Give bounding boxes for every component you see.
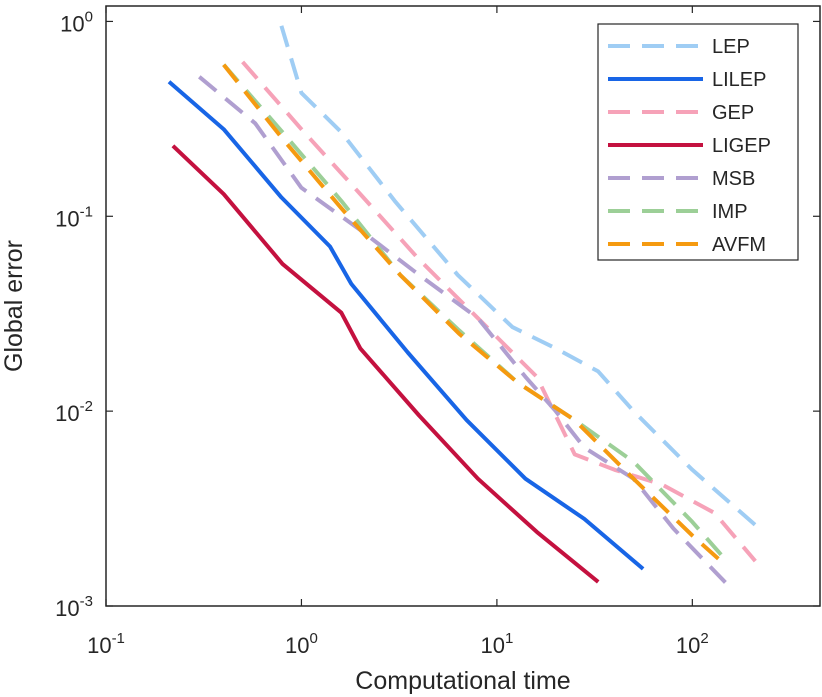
legend: LEP LILEP GEP LIGEP MSB IMP AVFM	[597, 23, 799, 261]
y-tick-exponent: -3	[80, 593, 93, 610]
legend-label-lep: LEP	[712, 36, 750, 58]
y-tick-exponent: 0	[85, 8, 93, 25]
legend-label-ligep: LIGEP	[712, 135, 771, 157]
x-axis: 10-1 100 101 102	[87, 6, 709, 658]
x-tick-label: 10-1	[87, 630, 125, 658]
plot-frame	[105, 5, 821, 607]
y-tick-base: 10	[60, 11, 84, 36]
y-tick-label: 100	[60, 8, 93, 36]
x-tick-exponent: 2	[700, 630, 708, 647]
y-axis-label: Global error	[0, 240, 28, 372]
x-tick-base: 10	[87, 633, 111, 658]
x-tick-base: 10	[676, 633, 700, 658]
series-line-ligep	[171, 144, 600, 584]
y-tick-base: 10	[55, 206, 79, 231]
x-axis-label: Computational time	[355, 667, 570, 695]
x-tick-exponent: 1	[505, 630, 513, 647]
x-tick-base: 10	[285, 633, 309, 658]
series-line-avfm	[222, 63, 729, 568]
y-tick-base: 10	[55, 596, 79, 621]
series-layer	[167, 25, 761, 586]
series-line-lep	[279, 25, 761, 531]
x-tick-label: 100	[285, 630, 318, 658]
y-tick-base: 10	[55, 401, 79, 426]
x-tick-exponent: -1	[112, 630, 125, 647]
legend-label-avfm: AVFM	[712, 234, 766, 256]
legend-label-gep: GEP	[712, 102, 754, 124]
series-line-msb	[198, 75, 729, 586]
legend-label-imp: IMP	[712, 201, 748, 223]
legend-label-lilep: LILEP	[712, 69, 766, 91]
y-tick-label: 10-1	[55, 203, 93, 231]
x-tick-label: 102	[676, 630, 709, 658]
x-tick-base: 10	[480, 633, 504, 658]
y-tick-exponent: -2	[80, 398, 93, 415]
y-tick-label: 10-2	[55, 398, 93, 426]
x-tick-exponent: 0	[310, 630, 318, 647]
series-line-gep	[241, 60, 757, 563]
legend-box	[597, 23, 799, 261]
legend-label-msb: MSB	[712, 168, 755, 190]
series-line-lilep	[167, 80, 645, 571]
y-tick-label: 10-3	[55, 593, 93, 621]
x-tick-label: 101	[480, 630, 513, 658]
y-tick-exponent: -1	[80, 203, 93, 220]
